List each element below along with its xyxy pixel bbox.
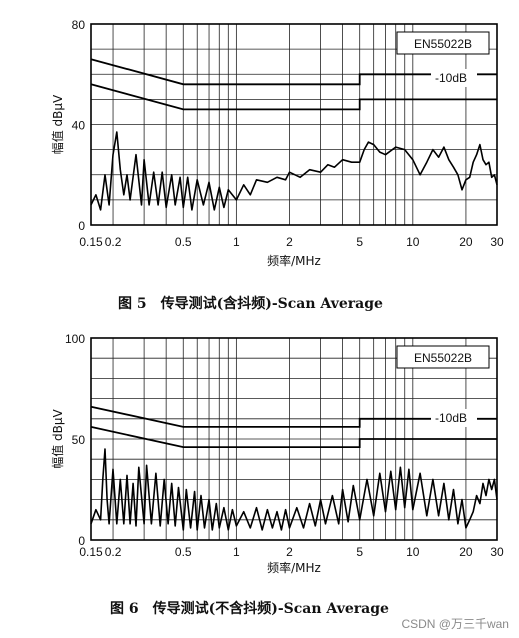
limit-line <box>90 83 497 111</box>
x-tick-label: 0.15 <box>79 545 103 559</box>
x-tick-label: 0.5 <box>175 235 192 249</box>
x-tick-label: 5 <box>356 235 363 249</box>
annotation-label: -10dB <box>435 411 467 425</box>
x-tick-label: 2 <box>286 235 293 249</box>
annotation-label: -10dB <box>435 71 467 85</box>
y-tick-label: 80 <box>72 18 86 32</box>
x-tick-label: 0.2 <box>105 235 122 249</box>
annotation-bg <box>431 69 477 87</box>
x-tick-label: 10 <box>406 235 420 249</box>
x-tick-label: 2 <box>286 545 293 559</box>
legend-label: EN55022B <box>414 351 472 365</box>
limit-line <box>90 58 497 86</box>
x-axis-title: 频率/MHz <box>267 253 321 268</box>
y-tick-label: 0 <box>78 534 85 548</box>
chart-1: EN55022B -10dB 0 40 80 0.15 0.2 0.5 1 2 5 10 20 30 频率/… <box>50 18 504 268</box>
y-tick-label: 0 <box>78 219 85 233</box>
measurement-trace <box>90 448 498 531</box>
y-tick-label: 50 <box>72 433 86 447</box>
limit-line <box>90 405 497 428</box>
watermark: CSDN @万三千wan <box>401 617 509 631</box>
caption-figure-5: 图 5 传导测试(含抖频)-Scan Average <box>118 296 383 312</box>
x-tick-label: 0.5 <box>175 545 192 559</box>
y-tick-label: 40 <box>72 119 86 133</box>
plot-frame <box>90 23 498 226</box>
x-tick-label: 1 <box>233 235 240 249</box>
legend-box <box>396 345 490 369</box>
chart-2: EN55022B -10dB 0 50 100 0.15 0.2 0.5 1 2 5 10 20 30 频率… <box>50 332 504 575</box>
x-tick-label: 20 <box>459 545 473 559</box>
y-tick-label: 100 <box>65 332 85 346</box>
x-tick-label: 20 <box>459 235 473 249</box>
limit-line <box>90 426 497 449</box>
x-tick-label: 1 <box>233 545 240 559</box>
x-tick-label: 30 <box>490 235 504 249</box>
legend-box <box>396 31 490 55</box>
x-tick-label: 10 <box>406 545 420 559</box>
y-axis-title: 幅值 dBμV <box>50 94 65 154</box>
x-tick-label: 0.2 <box>105 545 122 559</box>
x-tick-label: 30 <box>490 545 504 559</box>
caption-figure-6: 图 6 传导测试(不含抖频)-Scan Average <box>110 601 389 617</box>
y-axis-title: 幅值 dBμV <box>50 408 65 468</box>
x-tick-label: 5 <box>356 545 363 559</box>
annotation-bg <box>431 409 477 427</box>
legend-label: EN55022B <box>414 37 472 51</box>
x-tick-label: 0.15 <box>79 235 103 249</box>
measurement-trace <box>90 131 498 211</box>
x-axis-title: 频率/MHz <box>267 560 321 575</box>
